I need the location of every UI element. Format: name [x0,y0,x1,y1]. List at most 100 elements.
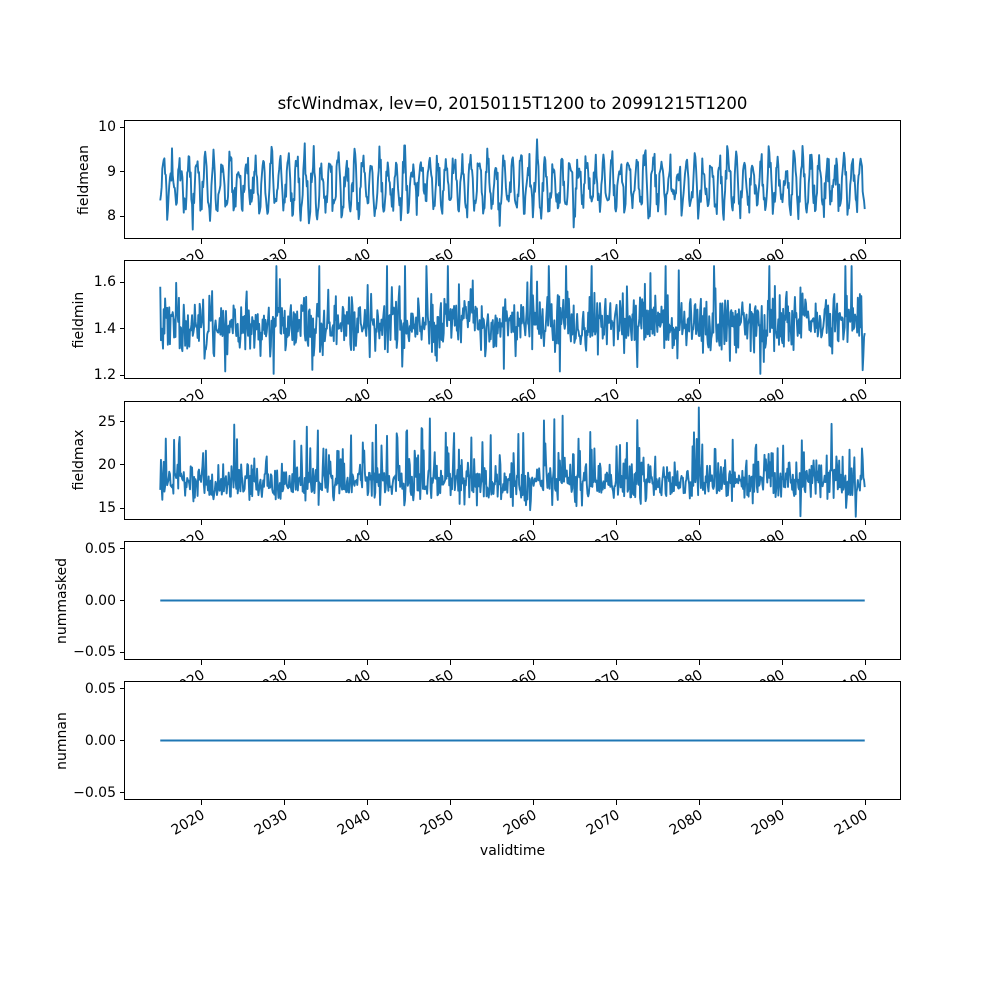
x-tick-mark [615,519,617,525]
x-tick-mark [864,239,866,244]
y-tick-label: 25 [98,413,116,430]
x-tick-mark [200,660,202,665]
y-tick-label: 0.05 [84,540,116,557]
y-tick-label: 1.2 [93,367,116,384]
x-tick-mark [283,800,285,806]
subplot-fieldmin [124,260,901,380]
x-tick-mark [366,800,368,806]
y-tick-mark [120,600,125,601]
subplot-nummasked [124,541,901,660]
x-tick-label: 2090 [749,807,789,839]
x-tick-mark [781,660,783,665]
series-line-fieldmean [159,138,866,231]
x-tick-mark [532,379,534,385]
x-tick-mark [532,519,534,525]
x-tick-mark [532,800,534,806]
chart-title: sfcWindmax, lev=0, 20150115T1200 to 2099… [277,94,748,113]
plot-area-fieldmin [159,265,866,376]
x-tick-label: 2080 [666,807,706,839]
x-tick-mark [366,519,368,525]
y-tick-mark [120,740,125,742]
subplot-numnan [124,681,901,801]
x-tick-mark [781,239,783,244]
x-tick-mark [449,660,451,665]
x-tick-mark [366,660,368,665]
series-line-fieldmax [159,406,866,518]
plot-area-nummasked [160,599,865,602]
x-tick-mark [449,379,451,385]
x-tick-mark [200,379,202,385]
x-tick-label: 2070 [583,807,623,839]
y-tick-label: 9 [107,163,116,180]
y-tick-mark [120,215,125,217]
y-tick-label: 1.6 [93,274,116,291]
series-line-fieldmin [159,265,866,376]
x-tick-label: 2100 [832,807,872,839]
y-tick-label: −0.05 [73,644,116,661]
x-tick-mark [864,660,866,665]
y-tick-mark [120,126,125,128]
y-tick-label: 1.4 [93,320,116,337]
x-tick-mark [283,660,285,665]
x-tick-mark [532,239,534,244]
x-tick-mark [864,800,866,806]
x-tick-mark [864,519,866,525]
y-tick-label: 0.00 [84,592,116,609]
y-tick-label: 0.05 [84,680,116,697]
x-tick-mark [615,660,617,665]
y-tick-label: 10 [98,119,116,136]
x-tick-mark [200,519,202,525]
y-tick-mark [120,688,125,690]
x-tick-mark [698,519,700,525]
x-tick-mark [200,239,202,244]
plot-area-fieldmax [159,406,866,518]
y-tick-mark [120,171,125,173]
x-tick-mark [781,379,783,385]
x-tick-mark [283,239,285,244]
x-tick-mark [200,800,202,806]
x-tick-mark [449,800,451,806]
y-tick-label: −0.05 [73,784,116,801]
x-tick-mark [283,519,285,525]
x-tick-mark [698,660,700,665]
subplot-fieldmean [124,120,901,239]
x-tick-label: 2020 [168,807,208,839]
x-tick-mark [781,519,783,525]
x-tick-mark [449,239,451,244]
plot-area-fieldmean [159,138,866,231]
x-tick-label: 2040 [334,807,374,839]
x-tick-mark [615,239,617,244]
x-tick-mark [781,800,783,806]
y-tick-mark [120,328,125,330]
x-tick-mark [283,379,285,385]
x-tick-mark [366,379,368,385]
y-tick-label: 8 [107,208,116,225]
x-tick-mark [532,660,534,665]
y-tick-label: 15 [98,500,116,517]
x-tick-label: 2050 [417,807,457,839]
x-tick-mark [698,239,700,244]
x-tick-mark [615,379,617,385]
x-tick-mark [698,800,700,806]
y-tick-mark [120,464,125,466]
subplot-fieldmax [124,400,901,520]
x-tick-mark [615,800,617,806]
y-tick-mark [120,507,125,509]
y-tick-mark [120,374,125,376]
y-tick-label: 20 [98,456,116,473]
y-tick-label: 0.00 [84,732,116,749]
plot-area-numnan [160,739,865,742]
y-tick-mark [120,792,125,794]
x-tick-mark [366,239,368,244]
y-tick-mark [120,548,125,550]
x-tick-mark [449,519,451,525]
y-tick-mark [120,421,125,423]
x-tick-label: 2060 [500,807,540,839]
x-tick-mark [698,379,700,385]
y-tick-mark [120,281,125,283]
x-tick-label: 2030 [251,807,291,839]
x-tick-mark [864,379,866,385]
x-axis-label: validtime [479,843,546,859]
y-tick-mark [120,651,125,653]
